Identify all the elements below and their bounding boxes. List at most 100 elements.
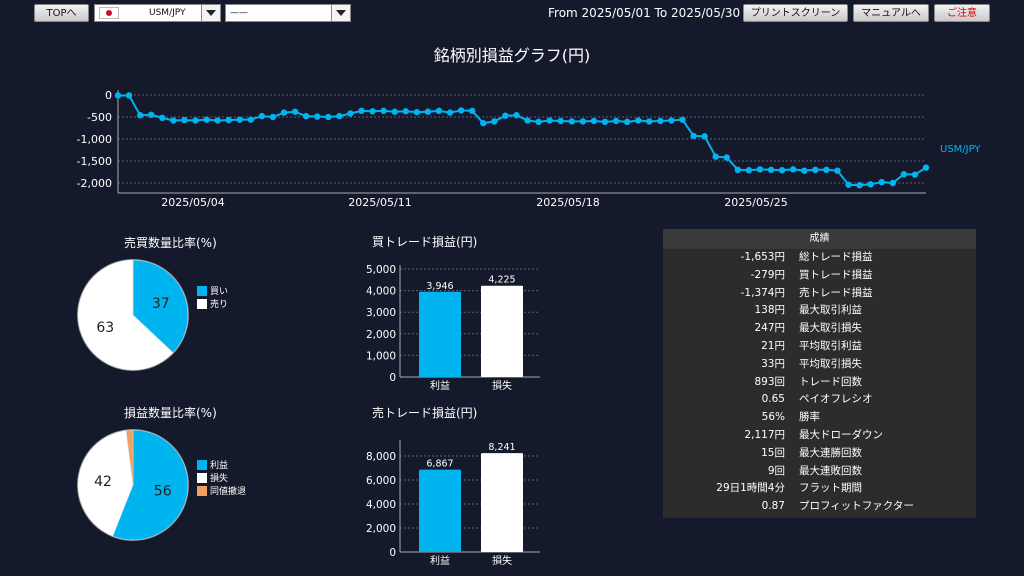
data-point (402, 108, 409, 115)
data-point (900, 171, 908, 178)
data-point (801, 167, 808, 174)
stats-value: -279円 (750, 268, 785, 281)
data-point (579, 118, 587, 125)
x-tick-label: 2025/05/25 (724, 196, 787, 209)
stats-value: -1,374円 (740, 286, 785, 299)
data-point (192, 117, 199, 124)
data-point (236, 116, 243, 123)
manual-button[interactable]: マニュアルへ (853, 4, 929, 22)
bar-value-label: 6,867 (426, 459, 453, 470)
stats-row: 9回 最大連敗回数 (663, 463, 976, 481)
symbol-select-value: USM/JPY (149, 8, 186, 18)
stats-row: 247円 最大取引損失 (663, 320, 976, 338)
stats-row: 15回 最大連勝回数 (663, 445, 976, 463)
stats-label: 売トレード損益 (799, 286, 873, 299)
y-tick-label: 6,000 (366, 475, 396, 487)
data-point (778, 167, 786, 174)
stats-label: 最大取引利益 (799, 304, 862, 317)
stats-label: プロフィットファクター (799, 500, 914, 513)
stats-label: 総トレード損益 (799, 251, 873, 263)
data-point (789, 166, 797, 173)
data-point (214, 117, 221, 124)
stats-header: 成績 (663, 229, 976, 249)
legend-sell: 売り (210, 300, 229, 310)
stats-row: 0.65 ペイオフレシオ (663, 391, 976, 409)
stats-value: 138円 (754, 304, 785, 317)
stats-label: 最大連敗回数 (799, 464, 862, 477)
top-button[interactable]: TOPへ (34, 4, 89, 22)
series-label: USM/JPY (940, 144, 981, 155)
data-point (612, 117, 620, 125)
stats-row: 0.87 プロフィットファクター (663, 498, 976, 516)
data-point (457, 107, 465, 114)
data-point (878, 178, 885, 186)
data-point (524, 117, 531, 124)
y-tick-label: -500 (87, 111, 112, 124)
stats-value: 2,117円 (744, 428, 785, 441)
data-point (889, 179, 896, 187)
data-point (302, 112, 310, 120)
data-point (646, 118, 653, 125)
bar2-title: 売トレード損益(円) (372, 406, 478, 420)
second-select[interactable]: —— (225, 4, 351, 22)
print-screen-button[interactable]: プリントスクリーン (743, 4, 848, 22)
stats-label: トレード回数 (799, 375, 862, 388)
bar (481, 453, 523, 552)
x-tick-label: 2025/05/18 (536, 196, 599, 209)
stats-value: 247円 (754, 322, 785, 335)
data-point (623, 118, 631, 126)
data-point (480, 119, 487, 127)
data-point (347, 110, 354, 117)
data-point (247, 116, 255, 123)
profit-loss-ratio-pie: 56 42 (77, 429, 189, 541)
data-point (922, 164, 930, 171)
caution-button[interactable]: ご注意 (934, 4, 990, 22)
stats-label: 最大連勝回数 (799, 446, 862, 459)
data-point (125, 92, 133, 99)
data-point (845, 181, 852, 188)
y-tick-label: 1,000 (366, 350, 396, 362)
data-point (856, 182, 863, 189)
data-point (690, 132, 697, 140)
stats-value: 15回 (761, 446, 785, 459)
sell-trade-bar-chart: 0 2,000 4,000 6,000 8,000 6,867 利益 8,241 損失 (366, 440, 540, 567)
data-point (413, 108, 421, 116)
x-tick-label: 2025/05/11 (348, 196, 411, 209)
data-point (468, 107, 476, 115)
stats-label: 平均取引損失 (799, 357, 862, 370)
data-point (358, 107, 365, 115)
x-category-label: 損失 (492, 379, 512, 392)
data-point (601, 118, 609, 126)
y-tick-label: -2,000 (77, 177, 112, 190)
stats-row: 56% 勝率 (663, 409, 976, 427)
data-point (657, 117, 664, 125)
data-point (502, 112, 509, 119)
data-point (557, 117, 564, 125)
data-point (148, 111, 155, 119)
stats-label: 平均取引利益 (799, 339, 862, 352)
stats-label: 最大取引損失 (799, 322, 862, 335)
stats-label: フラット期間 (799, 482, 862, 495)
data-point (424, 108, 432, 115)
data-point (723, 154, 730, 161)
x-category-label: 損失 (492, 554, 512, 567)
pie-slice (132, 259, 189, 354)
data-point (812, 166, 819, 173)
data-point (679, 116, 686, 123)
main-chart-title: 銘柄別損益グラフ(円) (433, 46, 591, 65)
x-category-label: 利益 (430, 379, 450, 392)
pie-slice (77, 259, 174, 371)
buy-sell-ratio-pie: 37 63 (77, 259, 189, 371)
legend-profit: 利益 (210, 461, 229, 471)
data-point (701, 133, 708, 140)
pie-value-label: 56 (154, 484, 172, 500)
y-tick-label: 2,000 (366, 523, 396, 535)
data-point (203, 116, 210, 123)
data-point (258, 112, 266, 120)
stats-value: 33円 (761, 357, 785, 370)
data-point (391, 108, 398, 115)
pie1-title: 売買数量比率(%) (124, 236, 217, 250)
legend-buy: 買い (210, 287, 229, 297)
stats-row: -279円 買トレード損益 (663, 267, 976, 285)
symbol-select[interactable]: USM/JPY (94, 4, 221, 22)
